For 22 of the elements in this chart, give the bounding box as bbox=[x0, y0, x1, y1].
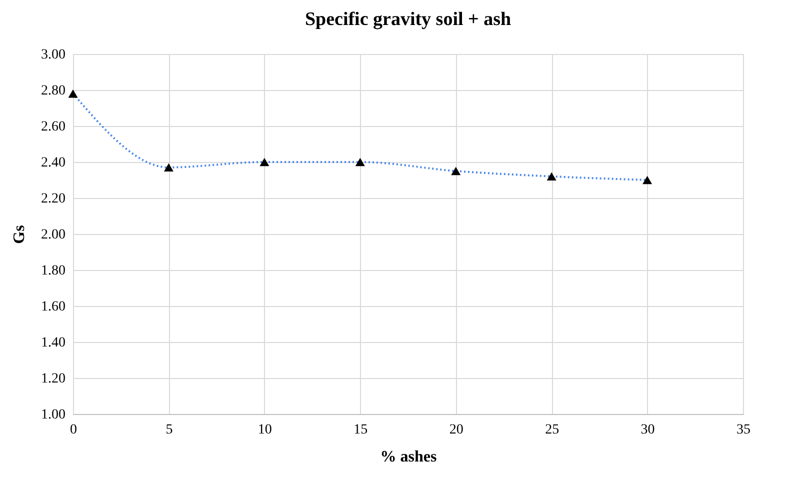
y-tick-label: 2.80 bbox=[41, 84, 66, 98]
chart-title: Specific gravity soil + ash bbox=[304, 9, 512, 30]
x-tick-label: 5 bbox=[166, 422, 173, 438]
x-tick-label: 15 bbox=[354, 422, 368, 438]
y-tick-label: 3.00 bbox=[41, 48, 66, 62]
y-tick-label: 2.00 bbox=[41, 228, 66, 242]
x-axis-title: % ashes bbox=[380, 448, 437, 466]
y-tick-label: 1.80 bbox=[41, 264, 66, 278]
y-tick-label: 1.40 bbox=[41, 336, 66, 350]
y-tick-label: 1.00 bbox=[41, 408, 66, 422]
x-tick-label: 30 bbox=[640, 422, 655, 438]
y-tick-label: 1.20 bbox=[41, 372, 66, 386]
y-axis-title: Gs bbox=[11, 225, 28, 244]
x-tick-label: 10 bbox=[258, 422, 272, 438]
x-tick-label: 25 bbox=[545, 422, 560, 438]
x-tick-label: 0 bbox=[70, 422, 77, 438]
y-tick-label: 2.40 bbox=[41, 156, 66, 170]
x-tick-label: 35 bbox=[736, 422, 750, 438]
y-tick-label: 2.60 bbox=[41, 120, 66, 134]
y-tick-label: 1.60 bbox=[41, 300, 66, 314]
y-tick-label: 2.20 bbox=[41, 192, 66, 206]
x-tick-label: 20 bbox=[449, 422, 464, 438]
